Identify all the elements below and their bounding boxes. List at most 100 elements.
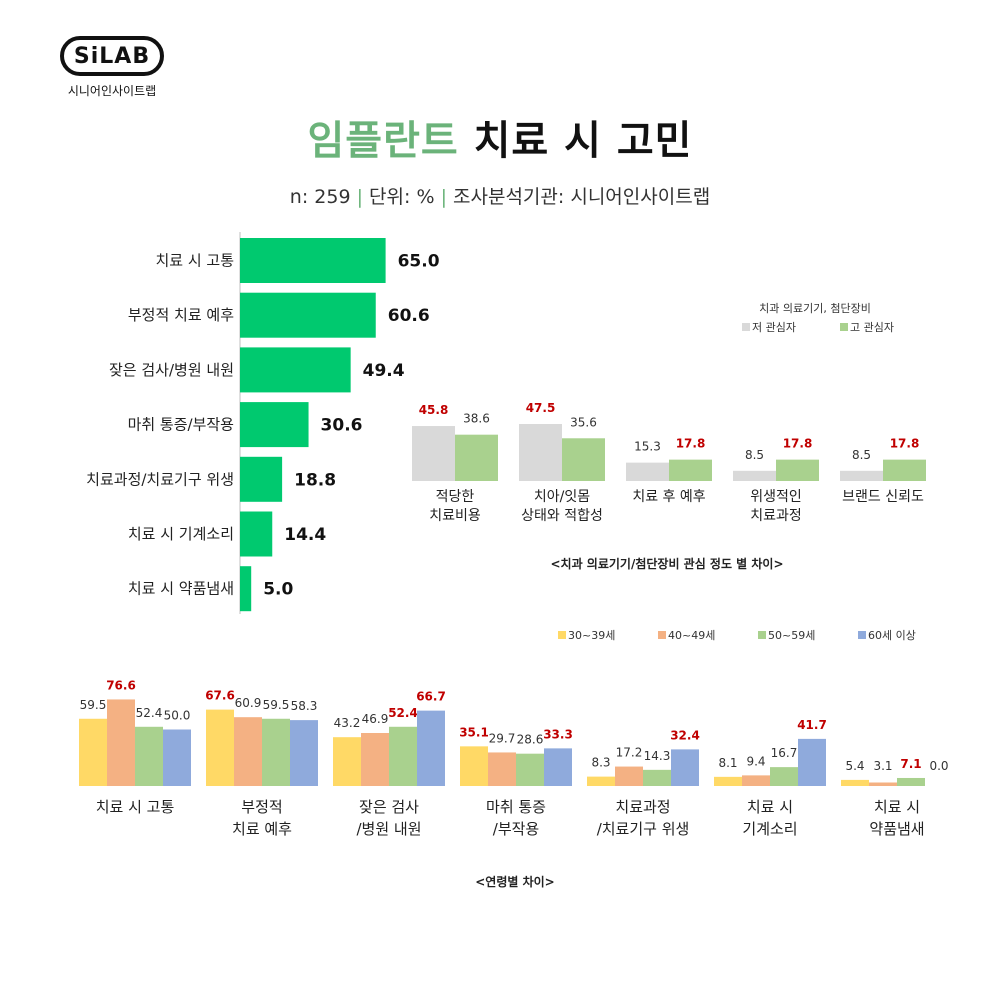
hbar-value-label: 14.4 — [284, 525, 326, 545]
age-bar-1-1 — [79, 718, 107, 786]
age-category-label: 잦은 검사/병원 내원 — [356, 798, 421, 838]
logo-badge: SiLAB — [60, 36, 164, 76]
age-value-label: 35.1 — [459, 725, 489, 739]
age-bar-2-5 — [615, 766, 643, 786]
hbar-category-label: 치료 시 고통 — [155, 252, 234, 270]
age-legend-swatch-3 — [758, 631, 766, 639]
age-bar-2-1 — [107, 699, 135, 786]
interest-bar-1-3 — [626, 462, 669, 481]
age-value-label: 32.4 — [670, 728, 700, 742]
age-bar-3-2 — [262, 718, 290, 786]
age-category-label: 치료 시 약품냄새 — [869, 798, 924, 838]
hbar-value-label: 49.4 — [363, 361, 405, 381]
age-bar-3-5 — [643, 769, 671, 786]
age-value-label: 8.1 — [718, 756, 737, 770]
unit-label: 단위: % — [369, 186, 435, 208]
age-category-label: 치료과정/치료기구 위생 — [597, 798, 690, 838]
age-legend-label-2: 40~49세 — [668, 629, 715, 642]
separator: | — [440, 186, 447, 208]
age-bar-3-4 — [516, 753, 544, 786]
age-value-label: 17.2 — [616, 746, 643, 760]
age-bar-1-4 — [460, 746, 488, 786]
hbar-2 — [240, 292, 376, 338]
age-value-label: 67.6 — [205, 689, 235, 703]
hbar-6 — [240, 511, 273, 557]
hbar-7 — [240, 566, 252, 612]
age-bar-1-6 — [714, 776, 742, 786]
age-value-label: 0.0 — [929, 759, 948, 773]
age-bar-1-3 — [333, 737, 361, 786]
age-value-label: 5.4 — [845, 759, 864, 773]
age-bar-3-1 — [135, 726, 163, 786]
age-value-label: 60.9 — [235, 696, 262, 710]
separator: | — [356, 186, 363, 208]
hbar-4 — [240, 402, 309, 448]
interest-value-label: 47.5 — [526, 401, 556, 415]
hbar-category-label: 치료 시 기계소리 — [128, 525, 234, 543]
age-value-label: 14.3 — [644, 749, 671, 763]
hbar-value-label: 65.0 — [398, 252, 440, 272]
age-value-label: 46.9 — [362, 712, 389, 726]
sample-size: n: 259 — [289, 186, 351, 208]
age-category-label: 마취 통증/부작용 — [486, 798, 546, 838]
interest-category-label: 브랜드 신뢰도 — [842, 489, 924, 505]
age-category-label: 치료 시 고통 — [96, 798, 175, 816]
hbar-category-label: 부정적 치료 예후 — [128, 306, 234, 324]
legend-swatch-1 — [742, 323, 750, 331]
age-bar-1-2 — [206, 709, 234, 786]
hbar-category-label: 치료 시 약품냄새 — [128, 580, 234, 598]
hbar-value-label: 5.0 — [263, 580, 293, 600]
interest-value-label: 45.8 — [419, 403, 449, 417]
age-value-label: 76.6 — [106, 678, 136, 692]
age-value-label: 16.7 — [771, 746, 798, 760]
age-bar-4-4 — [544, 748, 572, 786]
hbar-category-label: 잦은 검사/병원 내원 — [109, 361, 234, 379]
age-value-label: 52.4 — [388, 706, 418, 720]
age-legend-swatch-4 — [858, 631, 866, 639]
interest-value-label: 15.3 — [634, 440, 661, 454]
interest-bar-1-4 — [733, 470, 776, 481]
interest-value-label: 38.6 — [463, 412, 490, 426]
age-bar-4-2 — [290, 720, 318, 786]
interest-value-label: 17.8 — [783, 437, 813, 451]
hbar-value-label: 60.6 — [388, 306, 430, 326]
age-bar-2-3 — [361, 733, 389, 786]
age-value-label: 58.3 — [291, 699, 318, 713]
age-value-label: 8.3 — [591, 756, 610, 770]
age-value-label: 33.3 — [543, 727, 573, 741]
research-org: 조사분석기관: 시니어인사이트랩 — [453, 186, 711, 208]
title-rest: 치료 시 고민 — [458, 118, 693, 164]
hbar-category-label: 치료과정/치료기구 위생 — [86, 470, 234, 488]
interest-category-label: 위생적인 치료과정 — [750, 489, 802, 524]
age-legend-swatch-1 — [558, 631, 566, 639]
age-bar-4-6 — [798, 738, 826, 786]
legend-swatch-2 — [840, 323, 848, 331]
hbar-value-label: 30.6 — [321, 416, 363, 436]
age-category-label: 치료 시 기계소리 — [742, 798, 797, 838]
age-value-label: 43.2 — [334, 716, 361, 730]
interest-value-label: 8.5 — [852, 448, 871, 462]
interest-bar-1-2 — [519, 424, 562, 481]
age-value-label: 41.7 — [797, 718, 827, 732]
interest-category-label: 치아/잇몸 상태와 적합성 — [521, 489, 603, 524]
interest-value-label: 17.8 — [890, 437, 920, 451]
age-chart-title: <연령별 차이> — [475, 874, 555, 889]
age-value-label: 3.1 — [873, 759, 892, 773]
age-bar-3-7 — [897, 777, 925, 786]
age-bar-2-6 — [742, 775, 770, 786]
interest-bar-2-1 — [455, 434, 498, 481]
age-value-label: 59.5 — [263, 698, 290, 712]
interest-bar-2-4 — [776, 459, 819, 481]
age-bar-4-1 — [163, 729, 191, 786]
age-bar-1-7 — [841, 779, 869, 786]
age-value-label: 7.1 — [900, 757, 921, 771]
hbar-3 — [240, 347, 351, 393]
interest-value-label: 8.5 — [745, 448, 764, 462]
logo-subtitle: 시니어인사이트랩 — [67, 84, 157, 98]
age-bar-4-3 — [417, 710, 445, 786]
legend-label-2: 고 관심자 — [850, 321, 894, 334]
age-legend-label-1: 30~39세 — [568, 629, 615, 642]
silab-logo: SiLAB 시니어인사이트랩 — [60, 36, 172, 99]
age-value-label: 66.7 — [416, 690, 446, 704]
